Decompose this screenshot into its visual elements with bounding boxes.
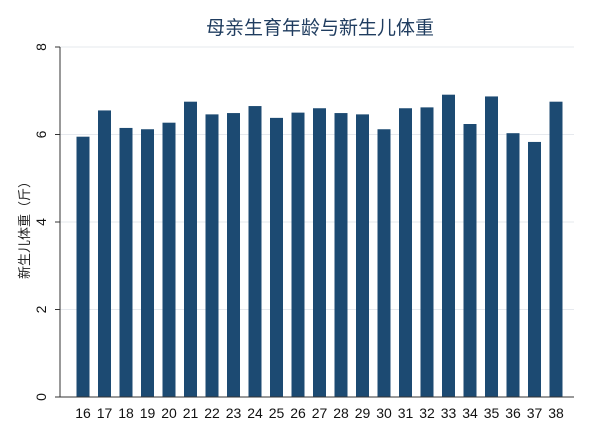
bar-27 (313, 108, 326, 397)
bar-30 (377, 129, 391, 397)
x-tick-label: 26 (290, 405, 306, 421)
bars (76, 94, 563, 397)
x-tick-label: 30 (376, 405, 392, 421)
x-tick-label: 27 (312, 405, 328, 421)
x-tick-label: 17 (97, 405, 113, 421)
x-tick-label: 22 (204, 405, 220, 421)
x-axis-ticks: 16 17 18 19 20 21 22 23 24 25 26 27 28 29 30 31 32 33 34 35… (75, 405, 564, 421)
bar-28 (334, 113, 348, 397)
x-tick-label: 21 (183, 405, 199, 421)
x-tick-label: 18 (118, 405, 134, 421)
bar-35 (485, 96, 498, 397)
y-tick-label: 6 (33, 130, 49, 138)
bar-34 (463, 124, 477, 397)
bar-36 (506, 133, 520, 397)
x-tick-label: 24 (247, 405, 263, 421)
bar-22 (205, 114, 219, 397)
x-tick-label: 32 (419, 405, 435, 421)
x-tick-label: 38 (548, 405, 564, 421)
y-tick-label: 8 (33, 43, 49, 51)
x-tick-label: 25 (269, 405, 285, 421)
x-tick-label: 35 (484, 405, 500, 421)
x-tick-label: 29 (355, 405, 371, 421)
bar-21 (184, 101, 197, 397)
x-tick-label: 37 (527, 405, 543, 421)
y-axis-ticks: 0 2 4 6 8 (33, 43, 60, 401)
bar-29 (356, 114, 369, 397)
bar-25 (270, 117, 283, 397)
bar-37 (528, 141, 541, 397)
chart-title: 母亲生育年龄与新生儿体重 (206, 17, 434, 39)
x-tick-label: 16 (75, 405, 91, 421)
bar-16 (76, 136, 90, 397)
x-tick-label: 20 (161, 405, 177, 421)
bar-38 (549, 101, 563, 397)
y-axis-label: 新生儿体重（斤） (17, 175, 33, 279)
x-tick-label: 31 (398, 405, 414, 421)
bar-32 (420, 107, 434, 397)
bar-23 (227, 113, 240, 397)
y-tick-label: 4 (33, 218, 49, 226)
x-tick-label: 34 (462, 405, 478, 421)
bar-17 (98, 110, 111, 397)
bar-20 (162, 122, 176, 397)
y-tick-label: 2 (33, 305, 49, 313)
y-tick-label: 0 (33, 393, 49, 401)
bar-31 (399, 108, 412, 397)
x-tick-label: 33 (441, 405, 457, 421)
bar-18 (119, 127, 133, 397)
x-tick-label: 23 (226, 405, 242, 421)
x-tick-label: 36 (505, 405, 521, 421)
x-tick-label: 19 (140, 405, 156, 421)
bar-24 (248, 106, 262, 397)
bar-26 (291, 112, 305, 397)
x-tick-label: 28 (333, 405, 349, 421)
bar-33 (442, 94, 455, 397)
bar-19 (141, 129, 154, 397)
